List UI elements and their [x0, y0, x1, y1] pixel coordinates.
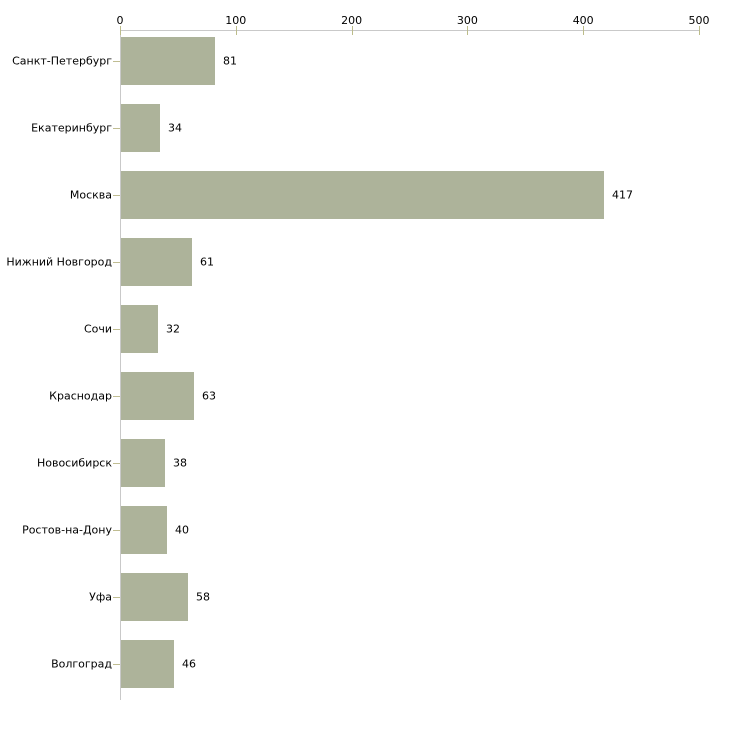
bar-0: [121, 37, 215, 85]
x-tick-mark: [120, 26, 121, 35]
category-label: Волгоград: [51, 657, 112, 671]
value-label: 34: [168, 121, 182, 135]
category-tick-mark: [113, 195, 120, 196]
category-tick-mark: [113, 329, 120, 330]
x-tick-label: 300: [456, 14, 478, 27]
category-label: Краснодар: [49, 389, 112, 403]
category-tick-mark: [113, 463, 120, 464]
x-tick-label: 100: [225, 14, 247, 27]
value-label: 46: [182, 657, 196, 671]
bar-6: [121, 439, 165, 487]
category-tick-mark: [113, 530, 120, 531]
category-tick-mark: [113, 262, 120, 263]
x-axis-line: [120, 30, 700, 31]
category-tick-mark: [113, 664, 120, 665]
bar-5: [121, 372, 194, 420]
x-tick-mark: [351, 26, 353, 35]
category-label: Нижний Новгород: [6, 255, 112, 269]
value-label: 417: [612, 188, 633, 202]
category-tick-mark: [113, 61, 120, 62]
category-tick-mark: [113, 597, 120, 598]
category-label: Уфа: [89, 590, 112, 604]
category-label: Новосибирск: [36, 456, 112, 470]
x-tick-label: 0: [116, 14, 124, 27]
bar-8: [121, 573, 188, 621]
category-label: Ростов-на-Дону: [22, 523, 112, 537]
value-label: 58: [196, 590, 210, 604]
bar-3: [121, 238, 192, 286]
category-label: Сочи: [83, 322, 112, 336]
bar-4: [121, 305, 158, 353]
category-tick-mark: [113, 128, 120, 129]
category-label: Москва: [69, 188, 112, 202]
y-axis-line: [120, 30, 121, 700]
value-label: 40: [175, 523, 189, 537]
x-tick-mark: [467, 26, 469, 35]
bar-9: [121, 640, 174, 688]
category-tick-mark: [113, 396, 120, 397]
x-tick-mark: [583, 26, 585, 35]
category-label: Санкт-Петербург: [12, 54, 112, 68]
value-label: 32: [166, 322, 180, 336]
x-tick-mark: [699, 26, 700, 35]
value-label: 61: [200, 255, 214, 269]
x-tick-label: 400: [572, 14, 594, 27]
value-label: 63: [202, 389, 216, 403]
value-label: 38: [173, 456, 187, 470]
x-tick-mark: [235, 26, 237, 35]
bar-1: [121, 104, 160, 152]
bar-2: [121, 171, 604, 219]
category-label: Екатеринбург: [31, 121, 112, 135]
x-tick-label: 500: [688, 14, 710, 27]
bar-7: [121, 506, 167, 554]
x-tick-label: 200: [341, 14, 363, 27]
value-label: 81: [223, 54, 237, 68]
